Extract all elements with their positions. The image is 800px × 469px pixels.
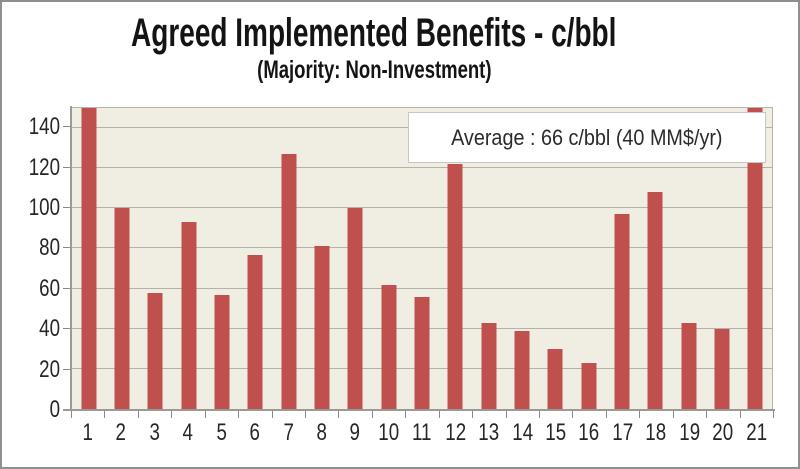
average-annotation-box: Average : 66 c/bbl (40 MM$/yr): [408, 112, 766, 163]
x-tick-label: 15: [545, 419, 567, 446]
x-axis-tick: [171, 411, 173, 418]
x-axis-tick: [371, 411, 373, 418]
chart-title: Agreed Implemented Benefits - c/bbl: [131, 11, 617, 55]
x-axis-ticks: [71, 411, 774, 419]
x-tick-label: 4: [182, 419, 194, 446]
y-tick-label: 40: [39, 315, 60, 343]
chart-subtitle: (Majority: Non-Investment): [256, 56, 492, 84]
x-tick-label: 18: [645, 419, 667, 446]
bar: [547, 348, 563, 409]
x-tick-label: 3: [149, 419, 160, 446]
bar: [347, 208, 363, 409]
y-tick-label: 100: [28, 194, 60, 221]
x-tick-label: 14: [511, 419, 533, 446]
x-axis-tick: [305, 411, 306, 418]
x-tick-label: 12: [444, 419, 466, 446]
y-axis-tick: [63, 287, 73, 289]
x-axis-tick: [338, 411, 340, 418]
x-tick-label: 5: [216, 419, 227, 446]
x-tick-label: 10: [378, 419, 399, 446]
x-axis-tick: [505, 411, 507, 418]
bar: [114, 208, 130, 409]
x-axis-tick: [572, 411, 574, 418]
y-axis-labels: 0 20 40 60 80 100 120 140: [2, 107, 60, 423]
y-axis-tick: [63, 368, 73, 370]
x-axis-tick: [71, 411, 72, 418]
x-axis-tick: [472, 411, 474, 418]
x-tick-label: 1: [82, 419, 93, 446]
x-axis-tick: [672, 411, 674, 418]
gridline: [72, 207, 772, 209]
x-axis-line: [63, 409, 775, 411]
x-axis-tick: [639, 411, 641, 418]
x-tick-label: 13: [478, 419, 500, 446]
bar: [147, 292, 163, 409]
average-annotation-text: Average : 66 c/bbl (40 MM$/yr): [451, 124, 723, 150]
bar: [81, 108, 97, 409]
bar: [681, 322, 697, 409]
y-tick-label: 80: [39, 234, 60, 262]
x-axis-tick: [405, 411, 407, 418]
x-axis-tick: [204, 411, 206, 418]
bar: [614, 214, 630, 409]
bar: [381, 284, 397, 409]
bar: [247, 254, 263, 409]
plot-area: [71, 107, 773, 410]
y-tick-label: 140: [28, 113, 60, 141]
y-tick-label: 120: [28, 153, 60, 181]
x-axis-tick: [137, 411, 139, 418]
y-tick-label: 0: [49, 396, 60, 423]
gridline: [72, 287, 772, 289]
bar: [514, 330, 530, 409]
x-axis-tick: [706, 411, 708, 418]
x-axis-tick: [104, 411, 106, 418]
y-axis-tick: [63, 166, 73, 168]
gridline: [72, 247, 772, 249]
x-axis-tick: [539, 411, 540, 418]
bar: [314, 246, 330, 409]
x-tick-label: 16: [578, 419, 600, 446]
x-tick-label: 6: [249, 419, 261, 446]
x-tick-label: 8: [316, 419, 327, 446]
x-tick-label: 19: [678, 419, 700, 446]
bar: [481, 322, 497, 409]
bar: [747, 108, 763, 409]
x-tick-label: 17: [612, 419, 633, 446]
x-axis-labels: 1 2 3 4 5 6 7 8 9 10 11 12 13 14 15 16 17 18 19 20 21: [71, 419, 773, 447]
bar: [181, 222, 197, 409]
bar: [647, 192, 663, 409]
x-axis-tick: [271, 411, 273, 418]
bar: [214, 294, 230, 409]
bar: [414, 296, 430, 409]
bar: [714, 328, 730, 409]
x-axis-tick: [773, 411, 774, 418]
y-axis-tick: [63, 328, 73, 330]
x-axis-tick: [739, 411, 741, 418]
x-tick-label: 9: [349, 419, 361, 446]
y-axis-tick: [63, 126, 73, 128]
x-axis-tick: [438, 411, 440, 418]
bar: [581, 362, 597, 409]
x-tick-label: 7: [283, 419, 294, 446]
y-axis-tick: [63, 207, 73, 208]
gridline: [72, 167, 772, 169]
x-tick-label: 2: [115, 419, 127, 446]
bar: [447, 164, 463, 409]
x-tick-label: 21: [745, 419, 767, 446]
bar: [281, 154, 297, 409]
x-tick-label: 11: [412, 419, 432, 446]
x-axis-tick: [605, 411, 607, 418]
x-tick-label: 20: [712, 419, 734, 446]
y-axis-line: [70, 106, 72, 411]
y-tick-label: 60: [39, 274, 60, 302]
y-tick-label: 20: [39, 355, 60, 383]
y-axis-tick: [63, 247, 73, 249]
x-axis-tick: [238, 411, 240, 418]
